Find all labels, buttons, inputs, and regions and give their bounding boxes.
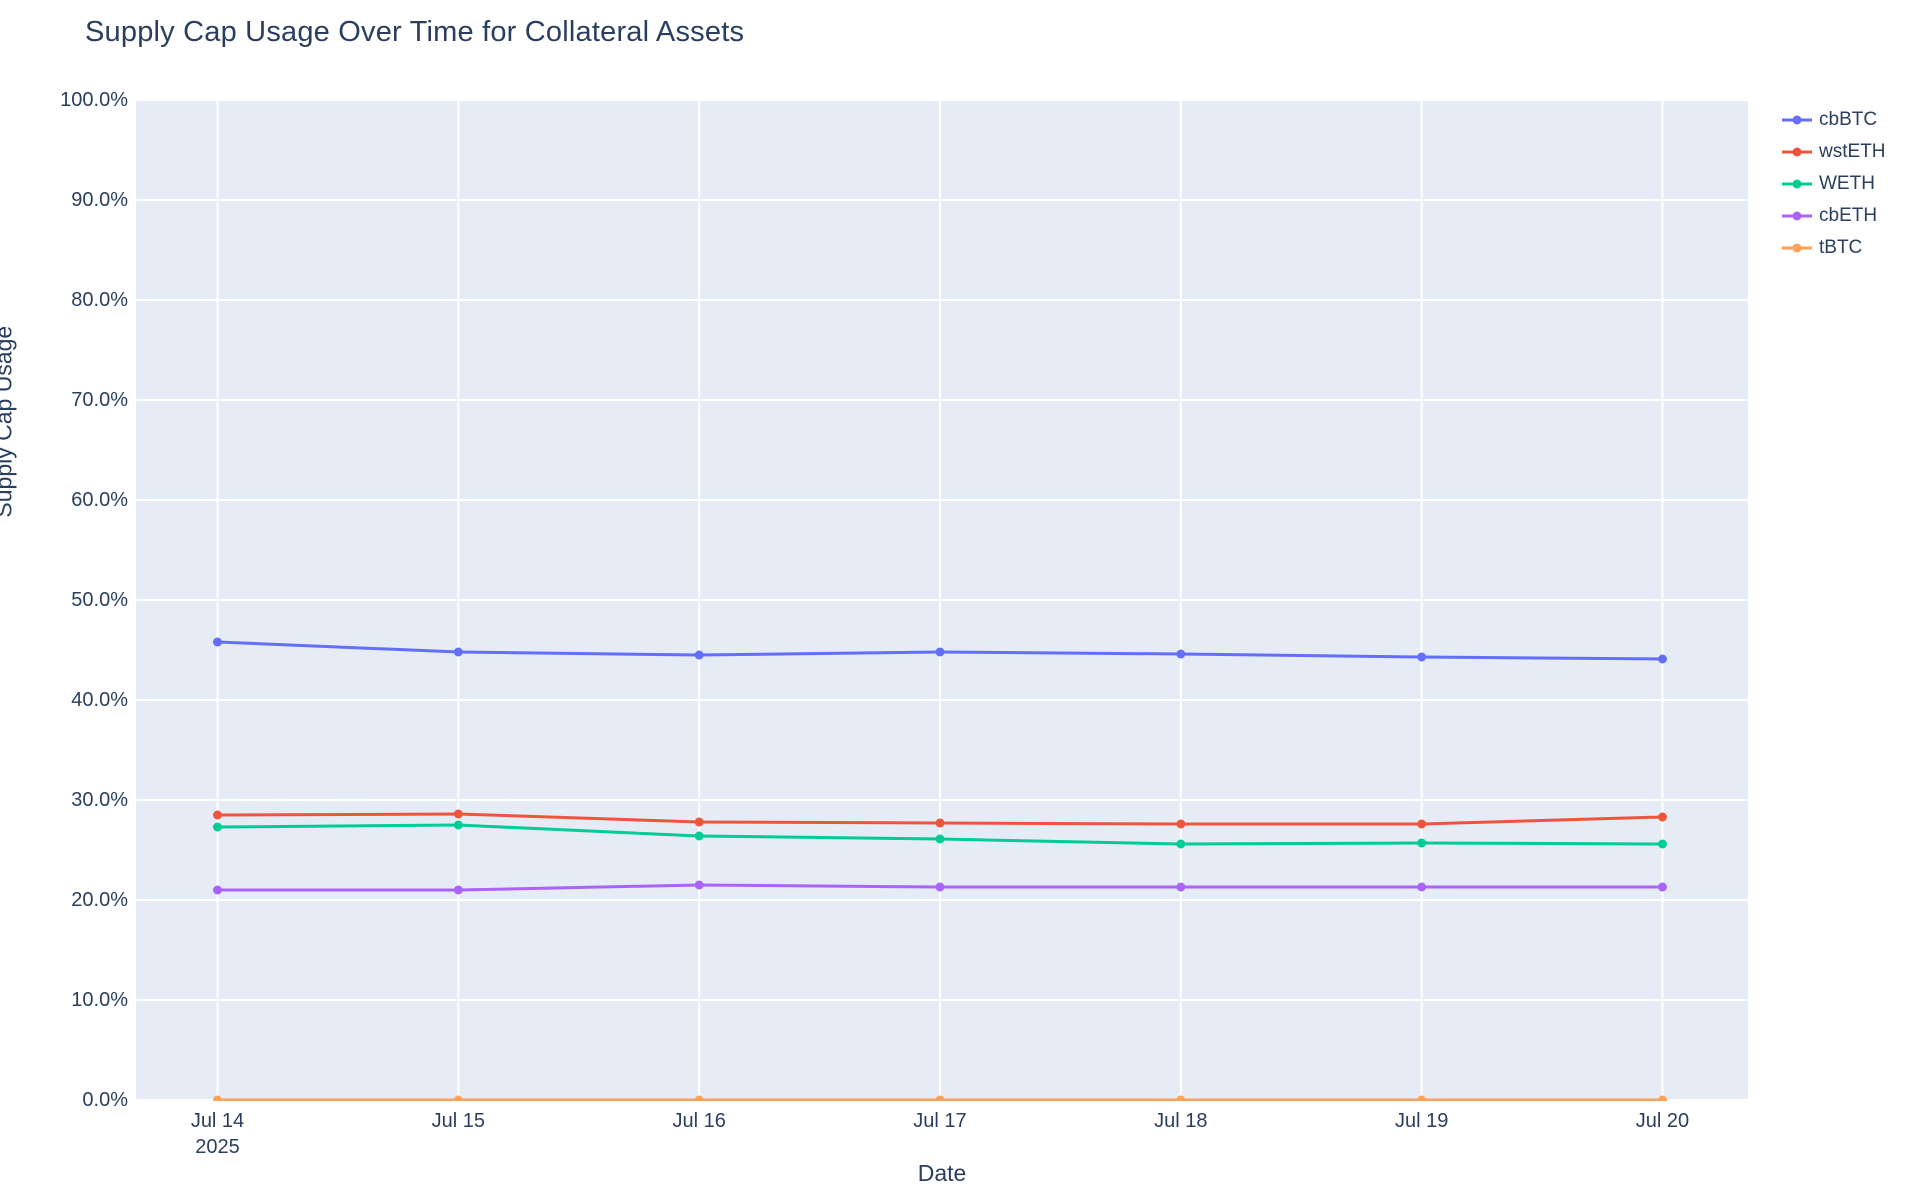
- series-point-cbETH-Jul 16[interactable]: [694, 880, 704, 890]
- series-point-wstETH-Jul 17[interactable]: [935, 818, 945, 828]
- series-point-WETH-Jul 20[interactable]: [1657, 839, 1667, 849]
- y-tick-30.0%: 30.0%: [71, 789, 128, 811]
- x-tick-Jul 19: Jul 19: [1342, 1108, 1502, 1134]
- legend-item-wstETH[interactable]: wstETH: [1782, 136, 1886, 168]
- series-point-cbETH-Jul 17[interactable]: [935, 882, 945, 892]
- x-tick-Jul 20: Jul 20: [1582, 1108, 1742, 1134]
- legend-swatch-icon: [1782, 147, 1812, 157]
- series-point-WETH-Jul 18[interactable]: [1176, 839, 1186, 849]
- series-point-cbBTC-Jul 14[interactable]: [213, 637, 222, 647]
- series-point-tBTC-Jul 14[interactable]: [213, 1095, 222, 1102]
- chart-title: Supply Cap Usage Over Time for Collatera…: [85, 16, 745, 48]
- x-tick-label: Jul 16: [672, 1110, 726, 1132]
- series-point-cbETH-Jul 18[interactable]: [1176, 882, 1186, 892]
- series-point-cbETH-Jul 15[interactable]: [453, 885, 463, 895]
- series-point-WETH-Jul 15[interactable]: [453, 820, 463, 830]
- y-tick-100.0%: 100.0%: [60, 89, 128, 111]
- x-axis-title: Date: [917, 1160, 967, 1186]
- legend: cbBTC wstETH WETH cbETH tBTC: [1782, 104, 1886, 264]
- plot-area[interactable]: [136, 99, 1748, 1101]
- series-point-WETH-Jul 17[interactable]: [935, 834, 945, 844]
- y-tick-60.0%: 60.0%: [71, 489, 128, 511]
- series-point-cbBTC-Jul 19[interactable]: [1417, 652, 1427, 662]
- legend-label: cbETH: [1819, 205, 1878, 226]
- legend-swatch-icon: [1782, 179, 1812, 189]
- series-point-tBTC-Jul 20[interactable]: [1657, 1095, 1667, 1102]
- x-tick-label: Jul 14: [190, 1110, 245, 1132]
- legend-swatch-icon: [1782, 211, 1812, 221]
- legend-swatch-icon: [1782, 115, 1812, 125]
- legend-swatch-icon: [1782, 243, 1812, 253]
- series-point-WETH-Jul 19[interactable]: [1417, 838, 1427, 848]
- series-point-wstETH-Jul 18[interactable]: [1176, 819, 1186, 829]
- x-tick-Jul 18: Jul 18: [1101, 1108, 1261, 1134]
- y-tick-90.0%: 90.0%: [71, 189, 128, 211]
- x-tick-Jul 14: Jul 14 2025: [138, 1108, 298, 1160]
- legend-item-WETH[interactable]: WETH: [1782, 168, 1886, 200]
- series-point-wstETH-Jul 14[interactable]: [213, 810, 222, 820]
- series-point-cbETH-Jul 14[interactable]: [213, 885, 222, 895]
- series-point-wstETH-Jul 16[interactable]: [694, 817, 704, 827]
- legend-label: WETH: [1819, 173, 1875, 194]
- y-tick-80.0%: 80.0%: [71, 289, 128, 311]
- series-point-cbETH-Jul 20[interactable]: [1657, 882, 1667, 892]
- series-point-cbBTC-Jul 16[interactable]: [694, 650, 704, 660]
- series-point-wstETH-Jul 19[interactable]: [1417, 819, 1427, 829]
- series-point-tBTC-Jul 15[interactable]: [453, 1095, 463, 1102]
- x-tick-Jul 16: Jul 16: [619, 1108, 779, 1134]
- plot-canvas: [136, 99, 1748, 1101]
- x-tick-Jul 17: Jul 17: [860, 1108, 1020, 1134]
- x-tick-label: Jul 18: [1154, 1110, 1208, 1132]
- x-tick-label: Jul 19: [1394, 1110, 1449, 1132]
- y-tick-70.0%: 70.0%: [71, 389, 128, 411]
- y-tick-20.0%: 20.0%: [71, 889, 128, 911]
- y-axis-title: Supply Cap Usage: [0, 325, 17, 518]
- y-tick-50.0%: 50.0%: [71, 589, 128, 611]
- series-point-wstETH-Jul 15[interactable]: [453, 809, 463, 819]
- series-point-wstETH-Jul 20[interactable]: [1657, 812, 1667, 822]
- x-tick-year-sublabel: 2025: [195, 1136, 240, 1158]
- series-point-tBTC-Jul 16[interactable]: [694, 1095, 704, 1102]
- series-point-cbBTC-Jul 17[interactable]: [935, 647, 945, 657]
- legend-item-cbETH[interactable]: cbETH: [1782, 200, 1886, 232]
- series-point-WETH-Jul 16[interactable]: [694, 831, 704, 841]
- legend-item-cbBTC[interactable]: cbBTC: [1782, 104, 1886, 136]
- series-point-tBTC-Jul 17[interactable]: [935, 1095, 945, 1102]
- x-tick-label: Jul 17: [913, 1110, 967, 1132]
- legend-label: wstETH: [1819, 141, 1886, 162]
- series-point-cbBTC-Jul 20[interactable]: [1657, 654, 1667, 664]
- legend-label: cbBTC: [1819, 109, 1878, 130]
- series-point-cbBTC-Jul 15[interactable]: [453, 647, 463, 657]
- series-point-tBTC-Jul 18[interactable]: [1176, 1095, 1186, 1102]
- x-tick-label: Jul 20: [1635, 1110, 1690, 1132]
- legend-label: tBTC: [1819, 237, 1863, 258]
- x-tick-label: Jul 15: [431, 1110, 486, 1132]
- y-tick-10.0%: 10.0%: [71, 989, 128, 1011]
- legend-item-tBTC[interactable]: tBTC: [1782, 232, 1886, 264]
- series-point-cbBTC-Jul 18[interactable]: [1176, 649, 1186, 659]
- series-point-WETH-Jul 14[interactable]: [213, 822, 222, 832]
- series-point-cbETH-Jul 19[interactable]: [1417, 882, 1427, 892]
- series-point-tBTC-Jul 19[interactable]: [1417, 1095, 1427, 1102]
- y-tick-40.0%: 40.0%: [71, 689, 128, 711]
- x-tick-Jul 15: Jul 15: [378, 1108, 538, 1134]
- y-tick-0.0%: 0.0%: [82, 1089, 128, 1111]
